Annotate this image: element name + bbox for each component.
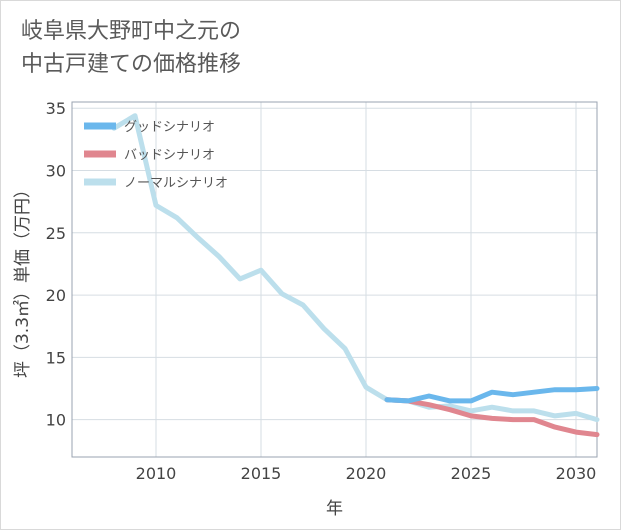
chart-title-line-1: 岐阜県大野町中之元の <box>21 19 242 44</box>
series-layer <box>111 113 600 438</box>
y-tick-label: 30 <box>46 162 66 181</box>
x-axis-ticks: 2010 2015 2020 2025 2030 <box>136 464 597 483</box>
grid <box>72 102 597 457</box>
x-tick-label: 2020 <box>346 464 387 483</box>
y-tick-label: 20 <box>46 286 66 305</box>
y-tick-label: 25 <box>46 224 66 243</box>
y-axis-title: 坪（3.3㎡）単価（万円） <box>13 181 33 378</box>
series-line-3 <box>111 113 600 423</box>
legend-label: グッドシナリオ <box>124 120 215 135</box>
y-tick-label: 35 <box>46 99 66 118</box>
plot-border <box>71 101 598 458</box>
series-line-1 <box>384 386 600 404</box>
x-axis-title: 年 <box>326 499 343 519</box>
legend-label: ノーマルシナリオ <box>124 176 228 191</box>
chart-title: 岐阜県大野町中之元の 中古戸建ての価格推移 <box>21 15 581 81</box>
series-line-2 <box>384 397 600 438</box>
legend-label: バッドシナリオ <box>124 148 215 163</box>
y-tick-label: 10 <box>46 411 66 430</box>
y-tick-label: 15 <box>46 348 66 367</box>
chart-title-line-2: 中古戸建ての価格推移 <box>21 52 242 77</box>
x-tick-label: 2010 <box>136 464 177 483</box>
x-tick-label: 2030 <box>556 464 597 483</box>
x-tick-label: 2015 <box>241 464 282 483</box>
x-tick-label: 2025 <box>451 464 492 483</box>
y-axis-ticks: 10 15 20 25 30 35 <box>46 99 66 429</box>
